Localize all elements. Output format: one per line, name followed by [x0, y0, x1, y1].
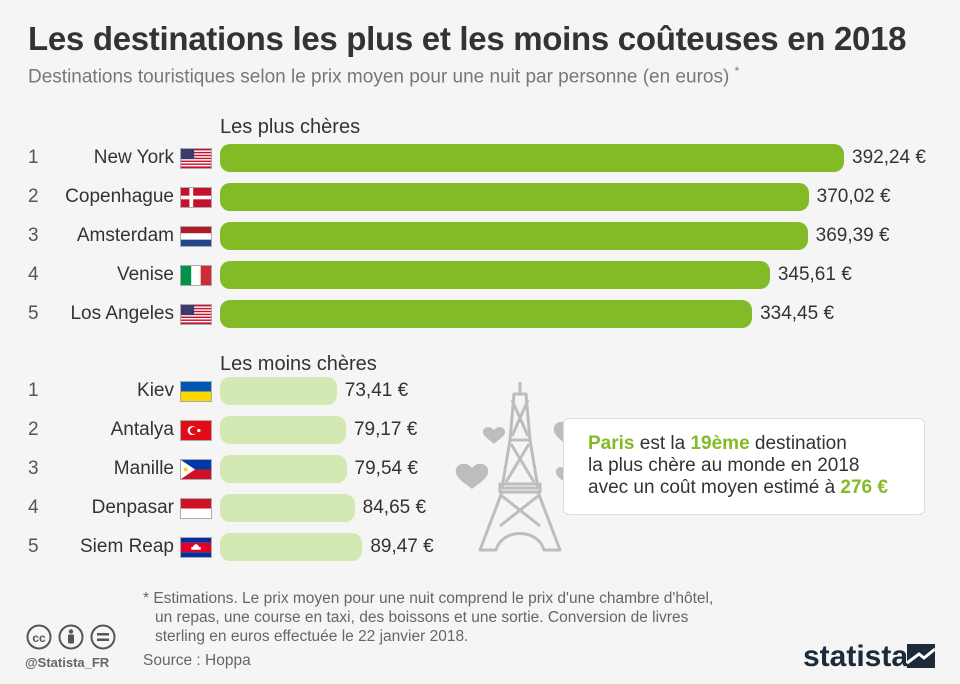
- category-label: Manille: [113, 458, 174, 479]
- callout-text-3: avec un coût moyen estimé à: [588, 477, 841, 498]
- bar-row: 2 Copenhague 370,02 €: [0, 182, 960, 212]
- footnote-line: un repas, une course en taxi, des boisso…: [155, 609, 689, 626]
- cc-icon: cc: [26, 624, 52, 650]
- rank-label: 2: [28, 186, 39, 207]
- subtitle-footnote-mark: *: [734, 64, 740, 78]
- by-icon: [58, 624, 84, 650]
- bar-row: 2 Antalya 79,17 €: [0, 415, 960, 445]
- bar: [220, 300, 753, 328]
- bar-row: 5 Los Angeles 334,45 €: [0, 299, 960, 329]
- twitter-handle[interactable]: @Statista_FR: [25, 655, 110, 670]
- value-label: 392,24 €: [852, 147, 926, 168]
- bar-row: 4 Denpasar 84,65 €: [0, 493, 960, 523]
- statista-logo[interactable]: statista: [803, 637, 938, 673]
- rank-label: 4: [28, 497, 39, 518]
- callout-text-1: est la: [634, 433, 691, 454]
- source-link[interactable]: Source : Hoppa: [143, 652, 251, 669]
- italy-flag-icon: [180, 265, 212, 286]
- category-label: Venise: [116, 264, 174, 285]
- footnote-line: * Estimations. Le prix moyen pour une nu…: [143, 590, 714, 607]
- value-label: 79,17 €: [353, 419, 418, 440]
- subtitle-text: Destinations touristiques selon le prix …: [28, 66, 730, 88]
- statista-logo-mark-icon: [906, 644, 936, 668]
- callout-line-1: Paris est la 19ème destination: [588, 433, 924, 455]
- cambodia-flag-icon: [180, 537, 212, 558]
- footnote: * Estimations. Le prix moyen pour une nu…: [143, 589, 713, 646]
- callout-city: Paris: [588, 433, 635, 454]
- footnote-line: sterling en euros effectuée le 22 janvie…: [155, 628, 469, 645]
- category-label: Amsterdam: [76, 225, 174, 246]
- value-label: 369,39 €: [815, 225, 890, 246]
- rank-label: 5: [28, 303, 39, 324]
- license-icons[interactable]: cc: [26, 624, 122, 652]
- callout-rank: 19ème: [690, 433, 750, 454]
- bar-row: 3 Amsterdam 369,39 €: [0, 221, 960, 251]
- value-label: 370,02 €: [816, 186, 891, 207]
- rank-label: 4: [28, 264, 39, 285]
- bar: [220, 494, 355, 522]
- section-title-expensive: Les plus chères: [220, 116, 361, 138]
- bar: [220, 222, 808, 250]
- brand-wordmark: statista: [803, 640, 908, 673]
- bar: [220, 377, 337, 405]
- chart-title: Les destinations les plus et les moins c…: [28, 20, 907, 57]
- svg-text:cc: cc: [32, 631, 46, 645]
- section-title-cheap: Les moins chères: [220, 353, 377, 375]
- ukraine-flag-icon: [180, 381, 212, 402]
- callout-text-2: destination: [749, 433, 847, 454]
- bar-row: 5 Siem Reap 89,47 €: [0, 532, 960, 562]
- us-flag-icon: [180, 148, 212, 169]
- bar: [220, 455, 347, 483]
- bar: [220, 416, 346, 444]
- category-label: Siem Reap: [80, 536, 174, 557]
- denmark-flag-icon: [180, 187, 212, 208]
- category-label: New York: [93, 147, 174, 168]
- category-label: Copenhague: [65, 186, 174, 207]
- category-label: Denpasar: [91, 497, 174, 518]
- philippines-flag-icon: [180, 459, 212, 480]
- netherlands-flag-icon: [180, 226, 212, 247]
- bar: [220, 261, 770, 289]
- bar: [220, 533, 363, 561]
- category-label: Antalya: [110, 419, 174, 440]
- bar-row: 1 New York 392,24 €: [0, 143, 960, 173]
- callout-cost: 276 €: [840, 477, 888, 498]
- paris-callout: Paris est la 19ème destination la plus c…: [563, 418, 925, 515]
- callout-line-3: avec un coût moyen estimé à 276 €: [588, 477, 924, 499]
- rank-label: 3: [28, 225, 39, 246]
- bar-row: 3 Manille 79,54 €: [0, 454, 960, 484]
- value-label: 345,61 €: [777, 264, 852, 285]
- bar-row: 4 Venise 345,61 €: [0, 260, 960, 290]
- rank-label: 2: [28, 419, 39, 440]
- turkey-flag-icon: [180, 420, 212, 441]
- value-label: 73,41 €: [344, 380, 409, 401]
- bar: [220, 144, 844, 172]
- rank-label: 3: [28, 458, 39, 479]
- value-label: 84,65 €: [362, 497, 427, 518]
- callout-line-2: la plus chère au monde en 2018: [588, 455, 860, 476]
- bar: [220, 183, 809, 211]
- rank-label: 5: [28, 536, 39, 557]
- nd-icon: [90, 624, 116, 650]
- rank-label: 1: [28, 147, 39, 168]
- bar-row: 1 Kiev 73,41 €: [0, 376, 960, 406]
- category-label: Los Angeles: [70, 303, 174, 324]
- indonesia-flag-icon: [180, 498, 212, 519]
- rank-label: 1: [28, 380, 39, 401]
- value-label: 79,54 €: [354, 458, 418, 479]
- chart-subtitle: Destinations touristiques selon le prix …: [28, 64, 739, 88]
- category-label: Kiev: [137, 380, 174, 401]
- value-label: 89,47 €: [370, 536, 434, 557]
- value-label: 334,45 €: [760, 303, 835, 324]
- us-flag-icon: [180, 304, 212, 325]
